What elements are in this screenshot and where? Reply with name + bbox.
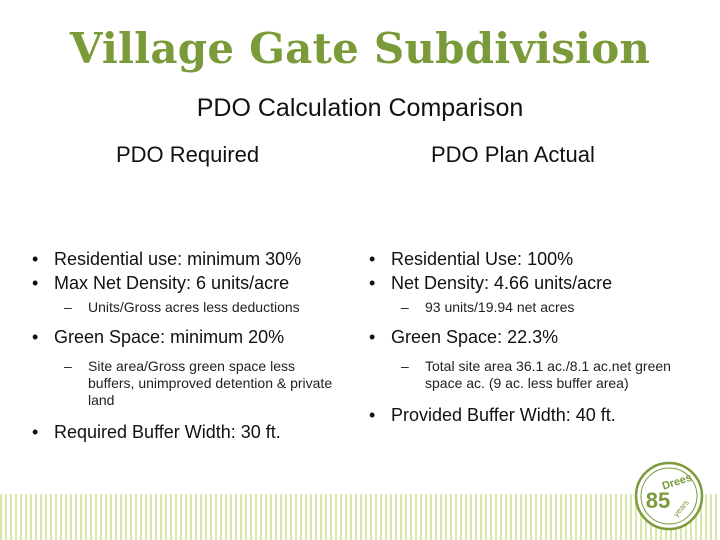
list-item: • Green Space: minimum 20%	[32, 327, 285, 347]
list-item: • Max Net Density: 6 units/acre	[32, 273, 290, 293]
logo-number: 85	[646, 488, 670, 513]
bullet-icon: •	[32, 422, 39, 442]
left-column: • Residential use: minimum 30% • Max Net D…	[32, 247, 352, 444]
list-item: • Net Density: 4.66 units/acre	[369, 273, 613, 293]
bullet-icon: •	[32, 273, 39, 293]
sub-list-item: – Units/Gross acres less deductions	[64, 299, 300, 315]
bullet-icon: •	[32, 249, 39, 269]
dash-icon: –	[64, 299, 72, 315]
right-column-heading: PDO Plan Actual	[431, 142, 595, 167]
sub-list-item: – Total site area 36.1 ac./8.1 ac.net gre…	[401, 358, 671, 391]
list-item: • Residential use: minimum 30%	[32, 249, 302, 269]
list-item: • Provided Buffer Width: 40 ft.	[369, 405, 616, 425]
dash-icon: –	[401, 358, 409, 374]
list-item: • Green Space: 22.3%	[369, 327, 559, 347]
left-column-heading: PDO Required	[116, 142, 260, 167]
list-item: • Residential Use: 100%	[369, 249, 574, 269]
right-column: • Residential Use: 100% • Net Density: 4.6…	[369, 247, 699, 427]
bullet-icon: •	[369, 327, 376, 347]
sub-list-item: –93 units/19.94 net acres	[401, 299, 575, 315]
drees-85-badge-icon: Drees 85 years	[634, 461, 704, 531]
bullet-icon: •	[369, 249, 376, 269]
bullet-icon: •	[369, 273, 376, 293]
list-item: • Required Buffer Width: 30 ft.	[32, 422, 281, 442]
decorative-stripe	[0, 494, 720, 540]
sub-list-item: – Site area/Gross green space less buffer…	[64, 358, 333, 408]
slide-title: Village Gate Subdivision	[69, 24, 651, 73]
dash-icon: –	[401, 299, 409, 315]
bullet-icon: •	[32, 327, 39, 347]
slide-subtitle: PDO Calculation Comparison	[196, 94, 524, 122]
dash-icon: –	[64, 358, 72, 374]
bullet-icon: •	[369, 405, 376, 425]
